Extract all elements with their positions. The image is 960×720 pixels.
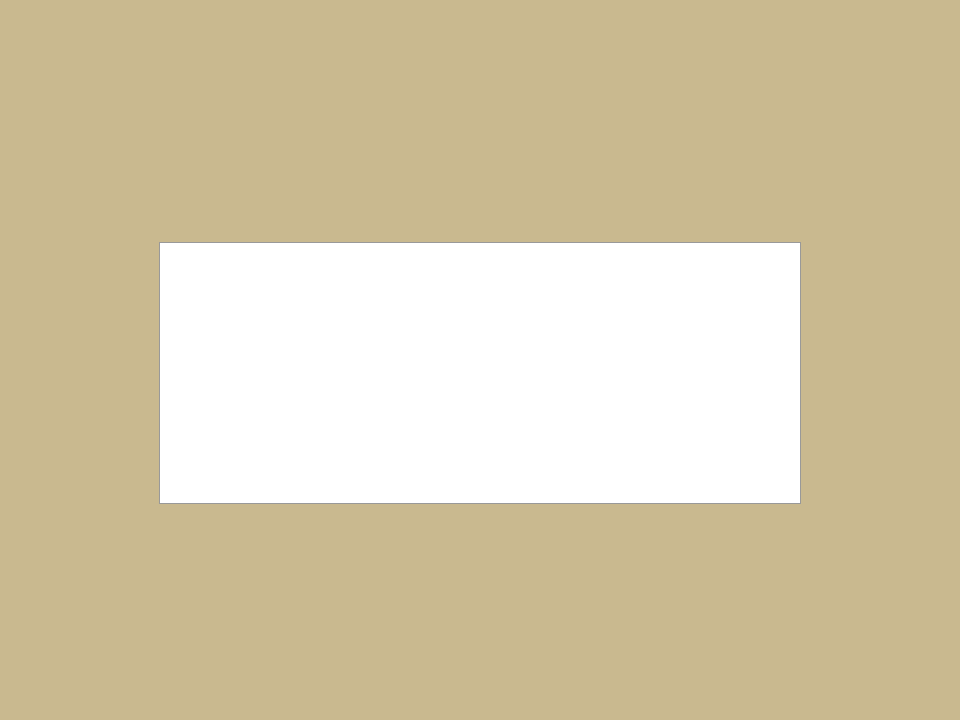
slide <box>0 0 960 720</box>
mountain-svg <box>160 243 800 503</box>
solution-block <box>60 542 920 577</box>
slide-content <box>0 0 960 598</box>
mountain-figure <box>159 242 801 504</box>
problem-prompt <box>40 64 920 222</box>
